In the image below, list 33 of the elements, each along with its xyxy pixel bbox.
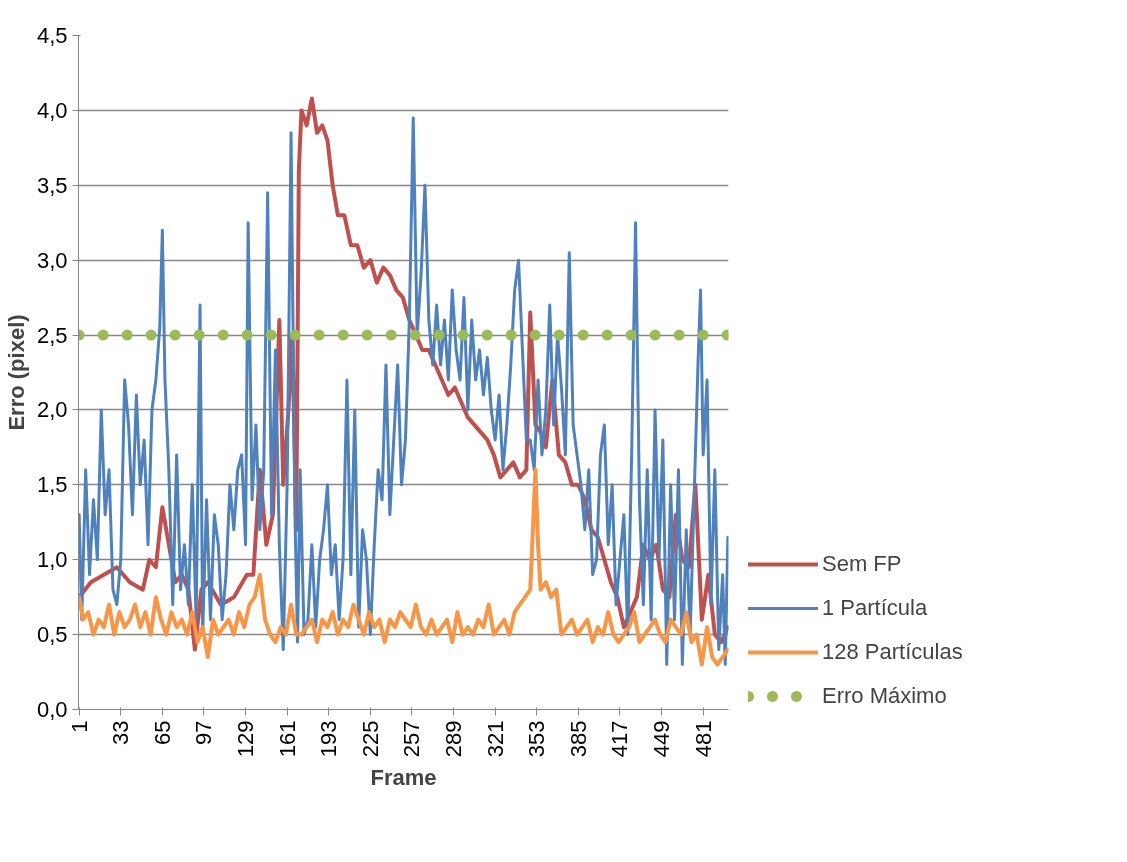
x-tick-label: 321	[482, 720, 508, 758]
y-tick-label: 3,0	[36, 247, 68, 273]
line-series	[78, 467, 729, 667]
x-tick-label: 225	[357, 720, 383, 758]
y-tick-label: 1,5	[36, 472, 68, 498]
x-tick-label: 97	[191, 720, 217, 745]
y-tick-label: 2,0	[36, 397, 68, 423]
y-tick-label: 4,0	[36, 97, 68, 123]
y-tick-label: 2,5	[36, 322, 68, 348]
legend-label: Erro Máximo	[822, 683, 947, 709]
y-tick-label: 0,5	[36, 622, 68, 648]
y-tick-label: 1,0	[36, 547, 68, 573]
x-tick-label: 353	[524, 720, 550, 758]
x-tick-label: 417	[607, 720, 633, 758]
x-tick-label: 257	[399, 720, 425, 758]
x-tick-label: 481	[690, 720, 716, 758]
x-tick-label: 161	[274, 720, 300, 758]
x-tick-label: 193	[316, 720, 342, 758]
legend-label: 1 Partícula	[822, 595, 928, 621]
x-tick-label: 385	[565, 720, 591, 758]
y-tick-label: 4,5	[36, 23, 68, 48]
x-tick-label: 65	[149, 720, 175, 745]
x-tick-label: 1	[66, 720, 92, 733]
x-tick-label: 289	[441, 720, 467, 758]
x-tick-label: 449	[649, 720, 675, 758]
y-tick-label: 0,0	[36, 697, 68, 722]
x-tick-label: 129	[233, 720, 259, 758]
x-tick-label: 33	[108, 720, 134, 745]
y-axis-title: Erro (pixel)	[3, 314, 29, 431]
y-tick-label: 3,5	[36, 172, 68, 198]
legend-label: Sem FP	[822, 551, 902, 577]
legend-label: 128 Partículas	[822, 639, 963, 665]
x-axis-title: Frame	[370, 765, 437, 791]
